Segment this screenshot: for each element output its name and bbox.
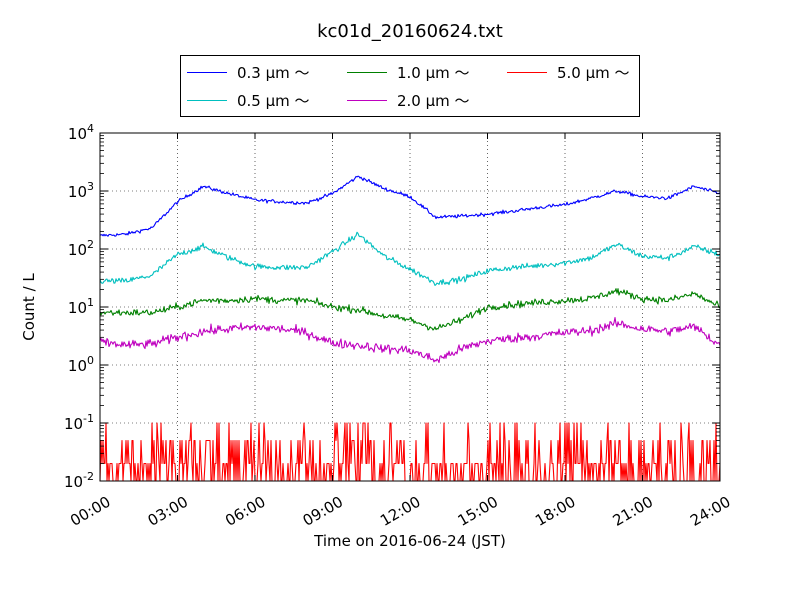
legend-label: 1.0 μm ～: [397, 63, 470, 82]
y-tick-label: 100: [68, 354, 94, 375]
x-axis-label: Time on 2016-06-24 (JST): [313, 532, 506, 550]
y-tick-label: 10-1: [64, 412, 94, 433]
chart-title: kc01d_20160624.txt: [317, 21, 503, 42]
legend-swatch: [187, 99, 227, 101]
x-tick-label: 03:00: [145, 493, 191, 530]
legend-label: 0.5 μm ～: [237, 91, 310, 110]
x-tick-label: 06:00: [222, 493, 268, 530]
legend-swatch: [347, 99, 387, 101]
legend-item-0-3um: 0.3 μm ～: [187, 62, 310, 82]
x-tick-label: 12:00: [377, 493, 423, 530]
x-tick-label: 24:00: [687, 493, 733, 530]
legend-swatch: [187, 71, 227, 73]
series-line-3: [99, 317, 721, 364]
legend: 0.3 μm ～ 1.0 μm ～ 5.0 μm ～ 0.5 μm ～ 2.0 …: [180, 55, 640, 117]
legend-item-0-5um: 0.5 μm ～: [187, 90, 310, 110]
series-line-0: [99, 175, 721, 237]
series-line-4: [99, 422, 721, 482]
y-tick-label: 101: [68, 296, 94, 317]
legend-item-2-0um: 2.0 μm ～: [347, 90, 470, 110]
y-tick-label: 103: [68, 180, 94, 201]
y-tick-label: 104: [68, 122, 94, 143]
series-line-1: [99, 231, 721, 286]
legend-label: 2.0 μm ～: [397, 91, 470, 110]
x-tick-label: 09:00: [300, 493, 346, 530]
x-tick-label: 15:00: [455, 493, 501, 530]
legend-label: 0.3 μm ～: [237, 63, 310, 82]
legend-item-1-0um: 1.0 μm ～: [347, 62, 470, 82]
y-tick-label: 10-2: [64, 470, 94, 491]
legend-label: 5.0 μm ～: [557, 63, 630, 82]
x-tick-label: 21:00: [610, 493, 656, 530]
y-axis-label: Count / L: [20, 273, 38, 341]
x-tick-label: 18:00: [532, 493, 578, 530]
y-tick-label: 102: [68, 238, 94, 259]
legend-swatch: [347, 71, 387, 73]
series-line-2: [99, 288, 721, 331]
legend-swatch: [507, 71, 547, 73]
legend-item-5-0um: 5.0 μm ～: [507, 62, 630, 82]
grid-lines: [99, 133, 721, 481]
x-tick-label: 00:00: [67, 493, 113, 530]
